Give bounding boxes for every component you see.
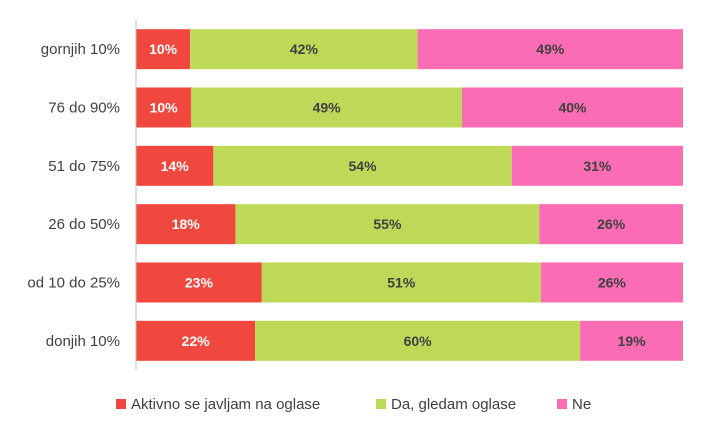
category-label: 76 do 90% xyxy=(48,99,120,116)
data-label: 51% xyxy=(387,274,416,290)
bar-segment-3-row-5 xyxy=(540,262,683,303)
bar-segment-3-row-6 xyxy=(580,320,683,361)
category-labels: gornjih 10% 76 do 90% 51 do 75% 26 do 50% od… xyxy=(27,41,120,350)
category-label: 51 do 75% xyxy=(48,158,120,175)
bar-segment-1-row-5 xyxy=(136,262,262,303)
category-label: od 10 do 25% xyxy=(27,274,120,291)
data-label: 26% xyxy=(597,216,626,232)
data-label: 26% xyxy=(598,274,627,290)
bar-segment-3-row-2 xyxy=(461,87,683,128)
category-label: 26 do 50% xyxy=(48,216,120,233)
category-label: donjih 10% xyxy=(46,333,120,350)
data-label: 23% xyxy=(185,274,214,290)
legend-swatch-2 xyxy=(376,399,386,409)
data-label: 31% xyxy=(583,158,612,174)
bar-segment-3-row-1 xyxy=(417,29,683,70)
legend-label-3: Ne xyxy=(572,396,591,413)
legend: Aktivno se javljam na oglase Da, gledam o… xyxy=(116,396,591,413)
bar-segment-2-row-2 xyxy=(191,87,462,128)
data-label: 60% xyxy=(404,333,433,349)
data-label: 10% xyxy=(150,99,179,115)
category-label: gornjih 10% xyxy=(41,41,120,58)
bar-segment-2-row-4 xyxy=(235,204,540,245)
bar-segment-1-row-2 xyxy=(136,87,192,128)
data-label: 10% xyxy=(149,41,178,57)
data-label: 22% xyxy=(182,333,211,349)
data-label: 19% xyxy=(618,333,647,349)
bar-segment-1-row-4 xyxy=(136,204,236,245)
legend-swatch-3 xyxy=(557,399,567,409)
data-label: 54% xyxy=(349,158,378,174)
bar-segment-2-row-1 xyxy=(190,29,418,70)
data-label: 14% xyxy=(161,158,190,174)
data-label: 40% xyxy=(558,99,587,115)
bar-segment-3-row-3 xyxy=(511,145,683,186)
bar-segment-2-row-6 xyxy=(255,320,581,361)
data-label: 55% xyxy=(373,216,402,232)
bar-segment-1-row-1 xyxy=(136,29,191,70)
bar-segment-2-row-5 xyxy=(261,262,541,303)
bar-segment-1-row-3 xyxy=(136,145,214,186)
data-label: 18% xyxy=(172,216,201,232)
legend-label-1: Aktivno se javljam na oglase xyxy=(131,396,320,413)
bar-segment-2-row-3 xyxy=(213,145,512,186)
legend-label-2: Da, gledam oglase xyxy=(391,396,516,413)
legend-swatch-1 xyxy=(116,399,126,409)
data-label: 49% xyxy=(536,41,565,57)
bar-segment-1-row-6 xyxy=(136,320,256,361)
data-label: 49% xyxy=(313,99,342,115)
data-label: 42% xyxy=(290,41,319,57)
bar-segment-3-row-4 xyxy=(539,204,683,245)
bars-group: 10% 42% 49% 10% 49% 40% 14% 54% 31% 18% 55% 26% 23% 5… xyxy=(136,29,683,361)
